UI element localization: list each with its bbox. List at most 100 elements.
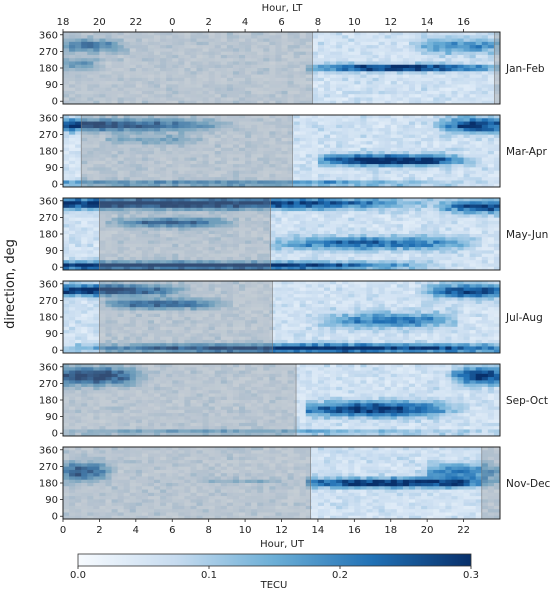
heatmap-cell <box>87 339 94 344</box>
heatmap-cell <box>317 32 325 36</box>
heatmap-cell <box>336 68 343 72</box>
heatmap-cell <box>160 141 167 145</box>
heatmap-cell <box>239 51 246 56</box>
heatmap-cell <box>87 58 94 62</box>
heatmap-cell <box>293 45 301 49</box>
heatmap-cell <box>408 137 416 142</box>
heatmap-cell <box>342 54 349 59</box>
heatmap-cell <box>93 144 100 149</box>
heatmap-cell <box>208 68 216 72</box>
heatmap-cell <box>299 74 307 79</box>
heatmap-cell <box>63 323 70 328</box>
heatmap-cell <box>129 94 137 98</box>
heatmap-cell <box>451 211 458 215</box>
y-tick-label: 90 <box>45 246 58 257</box>
heatmap-cell <box>196 154 203 158</box>
heatmap-cell <box>63 317 70 321</box>
heatmap-cell <box>117 250 125 255</box>
heatmap-cell <box>154 81 161 85</box>
heatmap-cell <box>493 147 501 152</box>
heatmap-cell <box>421 263 428 268</box>
heatmap-cell <box>75 94 82 98</box>
heatmap-cell <box>342 247 349 251</box>
heatmap-cell <box>348 147 355 152</box>
heatmap-cell <box>129 118 137 122</box>
heatmap-cell <box>141 68 149 72</box>
heatmap-cell <box>487 167 495 172</box>
heatmap-cell <box>433 61 440 66</box>
heatmap-cell <box>184 157 191 162</box>
heatmap-cell <box>408 207 416 212</box>
heatmap-cell <box>299 177 307 181</box>
heatmap-cell <box>69 343 76 347</box>
heatmap-cell <box>178 35 185 39</box>
heatmap-cell <box>336 137 343 142</box>
heatmap-cell <box>135 94 143 98</box>
heatmap-cell <box>147 54 155 59</box>
heatmap-cell <box>299 256 307 261</box>
heatmap-cell <box>396 134 404 139</box>
heatmap-cell <box>360 144 367 149</box>
heatmap-cell <box>378 211 386 215</box>
heatmap-cell <box>469 131 477 136</box>
heatmap-cell <box>330 58 337 62</box>
heatmap-cell <box>190 90 197 95</box>
heatmap-cell <box>305 154 313 158</box>
heatmap-cell <box>311 144 319 149</box>
heatmap-cell <box>117 74 125 79</box>
heatmap-cell <box>354 131 361 136</box>
heatmap-cell <box>105 64 112 69</box>
heatmap-cell <box>281 128 288 132</box>
heatmap-cell <box>433 115 440 119</box>
heatmap-cell <box>135 35 143 39</box>
heatmap-cell <box>415 84 422 89</box>
heatmap-cell <box>439 48 446 53</box>
heatmap-cell <box>487 214 495 219</box>
heatmap-cell <box>384 90 392 95</box>
heatmap-cell <box>348 224 355 228</box>
heatmap-cell <box>220 84 228 89</box>
heatmap-cell <box>421 147 428 152</box>
heatmap-cell <box>323 81 331 85</box>
heatmap-cell <box>475 90 483 95</box>
heatmap-cell <box>75 294 82 298</box>
heatmap-cell <box>415 121 422 126</box>
heatmap-cell <box>275 170 282 175</box>
heatmap-cell <box>190 84 197 89</box>
heatmap-cell <box>154 41 161 46</box>
heatmap-cell <box>451 180 458 185</box>
heatmap-cell <box>336 141 343 145</box>
heatmap-cell <box>384 183 392 188</box>
heatmap-cell <box>99 253 106 258</box>
heatmap-cell <box>469 77 477 82</box>
heatmap-cell <box>402 71 410 75</box>
heatmap-cell <box>372 151 380 155</box>
heatmap-cell <box>372 115 380 119</box>
heatmap-cell <box>336 134 343 139</box>
heatmap-cell <box>81 180 88 185</box>
heatmap-cell <box>117 220 125 225</box>
heatmap-cell <box>493 164 501 168</box>
heatmap-cell <box>415 177 422 181</box>
heatmap-cell <box>402 237 410 241</box>
heatmap-cell <box>402 157 410 162</box>
heatmap-cell <box>93 230 100 235</box>
heatmap-cell <box>214 124 222 129</box>
heatmap-cell <box>487 121 495 126</box>
heatmap-cell <box>390 121 398 126</box>
heatmap-cell <box>202 183 210 188</box>
panels: 360270180900Jan-Feb360270180900Mar-Apr36… <box>39 30 550 522</box>
heatmap-cell <box>226 87 234 92</box>
heatmap-cell <box>117 68 125 72</box>
heatmap-cell <box>135 170 143 175</box>
heatmap-cell <box>336 131 343 136</box>
heatmap-cell <box>117 90 125 95</box>
heatmap-cell <box>463 211 471 215</box>
heatmap-cell <box>293 58 301 62</box>
heatmap-cell <box>469 177 477 181</box>
heatmap-cell <box>111 68 119 72</box>
heatmap-cell <box>408 100 416 105</box>
heatmap-cell <box>135 147 143 152</box>
heatmap-cell <box>75 201 82 205</box>
heatmap-cell <box>390 64 398 69</box>
